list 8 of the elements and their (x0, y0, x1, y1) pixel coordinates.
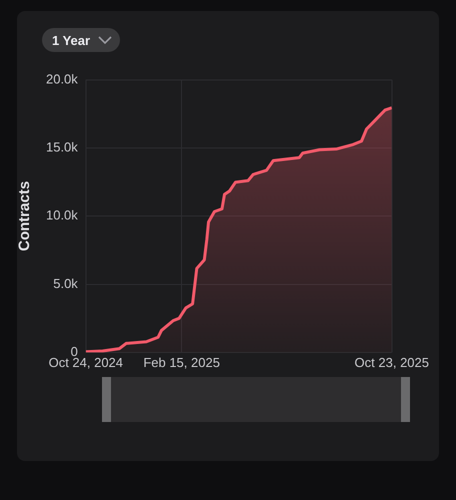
x-tick-label: Oct 23, 2025 (354, 354, 430, 370)
y-tick-label: 20.0k (46, 71, 78, 86)
x-tick-label: Feb 15, 2025 (143, 354, 220, 370)
y-tick-label: 10.0k (46, 208, 78, 223)
y-tick-label: 5.0k (53, 276, 78, 291)
text: 1 Year (52, 32, 90, 48)
y-axis-title: Contracts (16, 181, 34, 252)
y-tick-label: 15.0k (46, 140, 78, 155)
